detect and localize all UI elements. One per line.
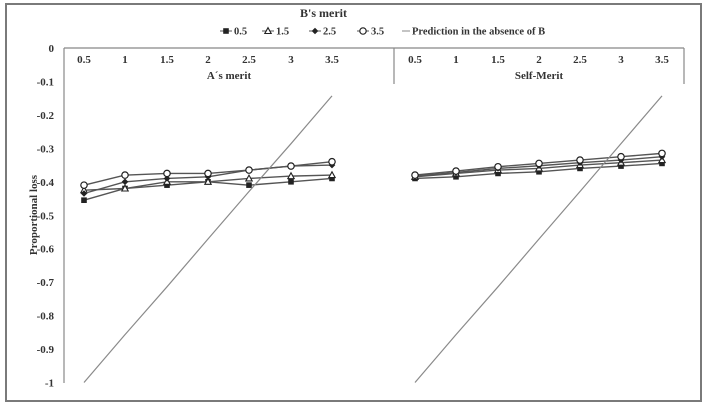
x-tick-label: 0.5 [77, 54, 91, 66]
data-point-marker [576, 156, 584, 164]
data-point-marker [80, 181, 88, 189]
x-tick-label: 3 [288, 54, 294, 66]
y-tick-label: -0.6 [37, 244, 55, 256]
data-point-marker [659, 160, 665, 167]
x-tick-label: 1.5 [160, 54, 174, 66]
x-tick-label: 3.5 [655, 54, 669, 66]
prediction-line [414, 95, 663, 383]
y-tick-label: -0.9 [37, 344, 55, 356]
x-tick-label: 1.5 [491, 54, 505, 66]
x-tick-label: 2 [536, 54, 542, 66]
x-tick-label: 1 [453, 54, 459, 66]
data-point-marker [327, 170, 337, 179]
legend-title: B's merit [300, 6, 347, 20]
panel-a-merit: 0.5 1 1.5 2 2.5 3 3.5 A´s merit [77, 54, 339, 383]
y-tick-label: -0.8 [37, 311, 55, 323]
legend-label: Prediction in the absence of B [412, 27, 545, 38]
data-point-marker [81, 197, 87, 203]
data-point-marker [453, 173, 459, 180]
legend-item: 2.5 [309, 27, 336, 38]
y-tick-label: -0.1 [37, 76, 54, 88]
data-point-marker [288, 179, 294, 185]
y-axis: 0-0.1-0.2-0.3-0.4-0.5-0.6-0.7-0.8-0.9-1 … [28, 43, 65, 390]
y-tick-label: -0.3 [37, 143, 55, 155]
data-point-marker [204, 169, 212, 178]
data-point-marker [536, 168, 542, 175]
data-point-marker [328, 157, 336, 166]
series-3-5 [411, 149, 666, 179]
legend-marker-icon [223, 28, 229, 34]
y-tick-label: -0.7 [37, 277, 55, 289]
data-point-marker [658, 149, 666, 158]
legend-item: 3.5 [357, 27, 384, 38]
x-tick-label: 2 [205, 54, 211, 66]
legend-label: 0.5 [234, 27, 247, 38]
legend-marker-icon [311, 27, 319, 35]
y-tick-label: -0.5 [37, 210, 55, 222]
prediction-line [83, 95, 333, 383]
x-tick-label: 2.5 [573, 54, 587, 66]
data-point-marker [163, 169, 171, 178]
panel-self-merit: 0.5 1 1.5 2 2.5 3 3.5 Self-Merit [408, 54, 669, 383]
data-point-marker [164, 182, 170, 188]
x-tick-label: 3 [618, 54, 624, 66]
data-point-marker [329, 175, 335, 182]
series-2-5 [80, 161, 336, 197]
y-tick-label: 0 [49, 43, 55, 55]
data-point-marker [120, 184, 130, 192]
data-point-marker [494, 162, 502, 171]
data-point-marker [452, 167, 460, 175]
legend: B's merit 0.5 1.5 2.5 3.5 Prediction in the … [220, 6, 545, 38]
x-axis-title-a-merit: A´s merit [207, 70, 252, 82]
x-tick-label: 1 [122, 54, 128, 66]
data-point-marker [245, 166, 253, 174]
x-tick-label: 2.5 [242, 54, 256, 66]
legend-marker-icon [263, 26, 273, 35]
data-point-marker [80, 190, 88, 197]
x-axis-title-self-merit: Self-Merit [515, 70, 564, 82]
data-point-marker [495, 170, 501, 177]
y-axis-title: Proportional loss [28, 174, 40, 255]
x-tick-label: 0.5 [408, 54, 422, 66]
data-point-marker [577, 165, 583, 172]
data-point-marker [535, 159, 543, 168]
y-tick-label: -0.4 [37, 177, 55, 189]
legend-label: 3.5 [371, 27, 384, 38]
legend-item: 1.5 [262, 27, 289, 38]
data-point-marker [411, 171, 419, 179]
data-point-marker [286, 171, 296, 180]
data-point-marker [618, 163, 624, 169]
data-point-marker [287, 162, 295, 170]
y-tick-label: -0.2 [37, 110, 55, 122]
data-point-marker [121, 171, 129, 179]
legend-label: 1.5 [276, 27, 289, 38]
y-tick-label: -1 [45, 378, 54, 390]
legend-marker-icon [359, 27, 367, 35]
data-point-marker [246, 182, 252, 188]
legend-item: Prediction in the absence of B [402, 27, 545, 38]
x-tick-label: 3.5 [325, 54, 339, 66]
legend-item: 0.5 [220, 27, 247, 38]
data-point-marker [203, 177, 213, 185]
data-point-marker [617, 152, 625, 161]
data-point-marker [244, 174, 254, 182]
data-point-marker [121, 178, 129, 186]
series-3-5 [80, 157, 336, 189]
chart-frame [5, 3, 702, 402]
legend-label: 2.5 [323, 27, 336, 38]
